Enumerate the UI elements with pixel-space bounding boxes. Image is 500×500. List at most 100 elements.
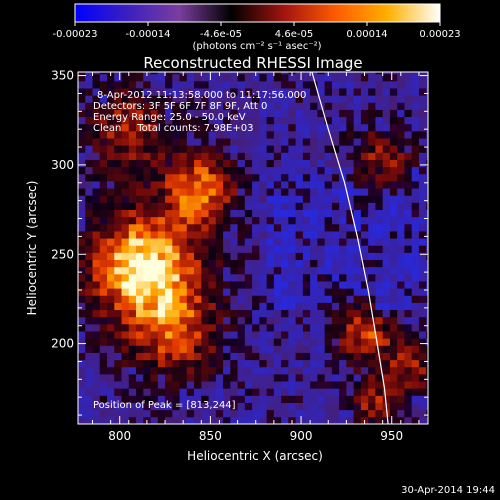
heatmap-cell bbox=[302, 95, 311, 103]
heatmap-cell bbox=[273, 359, 282, 368]
heatmap-cell bbox=[244, 281, 253, 289]
heatmap-cell bbox=[237, 73, 246, 82]
heatmap-cell bbox=[172, 395, 180, 403]
heatmap-cell bbox=[295, 323, 304, 332]
heatmap-cell bbox=[252, 259, 260, 268]
heatmap-cell bbox=[273, 309, 282, 318]
heatmap-cell bbox=[179, 245, 188, 253]
heatmap-cell bbox=[368, 381, 376, 389]
heatmap-cell bbox=[353, 402, 362, 411]
heatmap-cell bbox=[288, 238, 297, 246]
heatmap-cell bbox=[288, 95, 297, 103]
heatmap-cell bbox=[295, 88, 304, 96]
heatmap-cell bbox=[208, 123, 217, 132]
heatmap-cell bbox=[252, 202, 260, 210]
heatmap-cell bbox=[259, 316, 267, 325]
heatmap-cell bbox=[353, 252, 362, 261]
heatmap-cell bbox=[353, 216, 362, 225]
heatmap-cell bbox=[99, 395, 108, 403]
heatmap-cell bbox=[194, 273, 202, 282]
heatmap-cell bbox=[230, 273, 238, 282]
heatmap-cell bbox=[201, 302, 209, 311]
heatmap-cell bbox=[273, 188, 282, 196]
heatmap-cell bbox=[85, 116, 93, 125]
heatmap-cell bbox=[237, 316, 246, 325]
heatmap-cell bbox=[165, 331, 173, 339]
heatmap-cell bbox=[237, 88, 246, 96]
heatmap-cell bbox=[353, 238, 362, 246]
heatmap-cell bbox=[230, 238, 238, 246]
heatmap-cell bbox=[128, 323, 137, 332]
heatmap-cell bbox=[404, 180, 413, 189]
heatmap-cell bbox=[92, 295, 101, 303]
heatmap-cell bbox=[389, 288, 398, 296]
heatmap-cell bbox=[179, 88, 188, 96]
heatmap-cell bbox=[397, 109, 405, 118]
heatmap-cell bbox=[360, 88, 369, 96]
heatmap-cell bbox=[136, 416, 144, 424]
heatmap-cell bbox=[150, 159, 159, 168]
heatmap-cell bbox=[128, 273, 137, 282]
heatmap-cell bbox=[99, 373, 108, 382]
heatmap-cell bbox=[382, 72, 391, 75]
heatmap-cell bbox=[252, 388, 260, 396]
heatmap-cell bbox=[179, 152, 188, 160]
heatmap-cell bbox=[128, 395, 137, 403]
heatmap-cell bbox=[252, 73, 260, 82]
heatmap-cell bbox=[273, 352, 282, 361]
heatmap-cell bbox=[150, 72, 159, 75]
heatmap-cell bbox=[418, 238, 427, 246]
heatmap-cell bbox=[411, 138, 420, 146]
heatmap-cell bbox=[114, 345, 122, 353]
heatmap-cell bbox=[375, 373, 384, 382]
heatmap-cell bbox=[324, 231, 333, 239]
heatmap-cell bbox=[324, 266, 333, 275]
heatmap-cell bbox=[317, 359, 326, 368]
heatmap-cell bbox=[259, 102, 267, 110]
heatmap-cell bbox=[295, 409, 304, 418]
heatmap-cell bbox=[143, 231, 151, 239]
heatmap-cell bbox=[346, 72, 355, 75]
heatmap-cell bbox=[273, 80, 282, 89]
heatmap-cell bbox=[339, 352, 347, 361]
heatmap-cell bbox=[375, 323, 384, 332]
heatmap-cell bbox=[92, 338, 101, 346]
heatmap-cell bbox=[208, 80, 217, 89]
heatmap-cell bbox=[230, 245, 238, 253]
heatmap-cell bbox=[114, 123, 122, 132]
heatmap-cell bbox=[295, 302, 304, 311]
heatmap-cell bbox=[230, 388, 238, 396]
heatmap-cell bbox=[317, 295, 326, 303]
heatmap-cell bbox=[114, 116, 122, 125]
heatmap-cell bbox=[353, 409, 362, 418]
heatmap-cell bbox=[288, 188, 297, 196]
heatmap-cell bbox=[418, 252, 427, 261]
heatmap-cell bbox=[339, 416, 347, 424]
heatmap-cell bbox=[302, 130, 311, 139]
heatmap-cell bbox=[114, 259, 122, 268]
heatmap-cell bbox=[194, 152, 202, 160]
heatmap-cell bbox=[281, 388, 289, 396]
heatmap-cell bbox=[150, 138, 159, 146]
heatmap-cell bbox=[157, 259, 166, 268]
heatmap-cell bbox=[252, 138, 260, 146]
heatmap-cell bbox=[375, 338, 384, 346]
heatmap-cell bbox=[346, 216, 355, 225]
heatmap-cell bbox=[310, 166, 318, 175]
heatmap-cell bbox=[201, 245, 209, 253]
heatmap-cell bbox=[252, 188, 260, 196]
heatmap-cell bbox=[172, 281, 180, 289]
heatmap-cell bbox=[237, 188, 246, 196]
heatmap-cell bbox=[215, 273, 224, 282]
heatmap-cell bbox=[172, 352, 180, 361]
heatmap-cell bbox=[295, 166, 304, 175]
heatmap-cell bbox=[346, 388, 355, 396]
heatmap-cell bbox=[295, 338, 304, 346]
heatmap-cell bbox=[143, 73, 151, 82]
heatmap-cell bbox=[368, 116, 376, 125]
heatmap-cell bbox=[273, 323, 282, 332]
heatmap-cell bbox=[252, 216, 260, 225]
heatmap-cell bbox=[92, 123, 101, 132]
heatmap-cell bbox=[92, 73, 101, 82]
heatmap-cell bbox=[186, 109, 195, 118]
